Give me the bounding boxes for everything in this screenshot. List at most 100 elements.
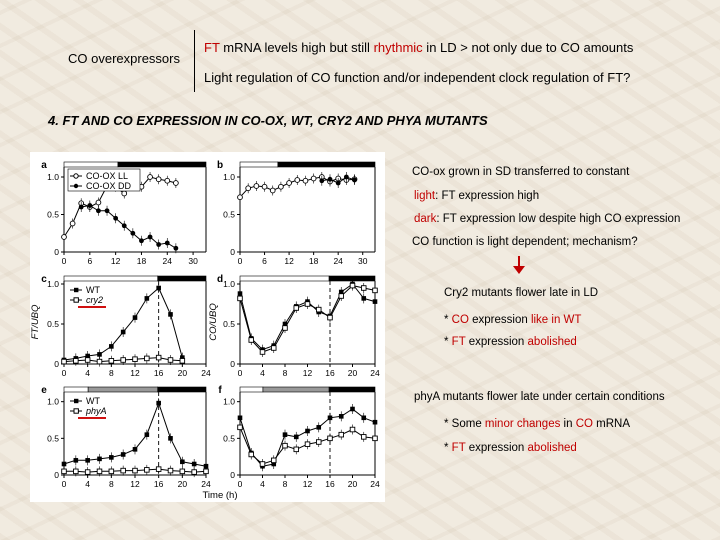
cry2-note-2: * CO expression like in WT bbox=[444, 314, 581, 326]
data-point bbox=[168, 436, 173, 441]
x-tick-label: 0 bbox=[238, 256, 243, 266]
data-point bbox=[121, 223, 127, 229]
cry2-note-2-b: expression bbox=[468, 314, 531, 326]
photoperiod-bar-segment bbox=[157, 386, 207, 393]
series-line bbox=[239, 408, 376, 467]
x-tick-label: 4 bbox=[260, 479, 265, 489]
legend-label: phyA bbox=[85, 406, 107, 416]
legend-label: cry2 bbox=[86, 295, 103, 305]
cry2-note-2-a: * bbox=[444, 314, 452, 326]
data-point bbox=[237, 415, 243, 421]
x-tick-label: 16 bbox=[325, 368, 335, 378]
panel-letter: f bbox=[218, 385, 222, 396]
data-point bbox=[338, 431, 345, 438]
data-point bbox=[109, 344, 114, 349]
cry2-note-1: Cry2 mutants flower late in LD bbox=[444, 287, 599, 299]
data-point bbox=[191, 461, 197, 467]
section-heading: 4. FT AND CO EXPRESSION IN CO-OX, WT, CR… bbox=[48, 113, 488, 128]
series-line bbox=[239, 283, 376, 351]
series-line bbox=[81, 204, 177, 249]
y-tick-label: 0.5 bbox=[47, 319, 59, 329]
header-ft-term: FT bbox=[204, 40, 220, 55]
x-tick-label: 0 bbox=[62, 256, 67, 266]
coox-light-term: light bbox=[414, 190, 436, 202]
data-point bbox=[167, 467, 174, 474]
data-point bbox=[61, 468, 67, 475]
data-point bbox=[167, 357, 174, 363]
photoperiod-bar-segment bbox=[277, 161, 376, 168]
x-tick-label: 0 bbox=[62, 479, 67, 489]
data-point bbox=[372, 299, 378, 304]
data-point bbox=[173, 180, 179, 186]
data-point bbox=[286, 180, 292, 186]
data-point bbox=[155, 354, 162, 361]
x-tick-label: 12 bbox=[130, 368, 140, 378]
x-tick-label: 20 bbox=[178, 368, 188, 378]
data-point bbox=[147, 174, 153, 180]
data-point bbox=[130, 230, 136, 236]
data-point bbox=[237, 194, 243, 201]
data-point bbox=[144, 467, 150, 473]
y-tick-label: 1.0 bbox=[223, 397, 235, 407]
data-point bbox=[139, 238, 144, 244]
header-text-b: in LD > not only due to CO amounts bbox=[422, 40, 634, 55]
panel-letter: b bbox=[217, 160, 223, 171]
x-tick-label: 8 bbox=[283, 368, 288, 378]
x-tick-label: 6 bbox=[87, 256, 92, 266]
photoperiod-bar-segment bbox=[117, 161, 207, 168]
x-tick-label: 8 bbox=[283, 479, 288, 489]
coox-dark-term: dark bbox=[414, 213, 437, 225]
data-point bbox=[104, 208, 110, 214]
coox-note-2-text: : FT expression high bbox=[435, 190, 540, 202]
data-point bbox=[132, 467, 138, 474]
photoperiod-bar-segment bbox=[262, 386, 330, 393]
data-point bbox=[349, 426, 356, 433]
data-point bbox=[261, 183, 268, 190]
coox-note-2: light: FT expression high bbox=[414, 190, 539, 202]
x-tick-label: 24 bbox=[163, 256, 173, 266]
data-point bbox=[120, 329, 126, 335]
y-tick-label: 0.5 bbox=[223, 210, 235, 220]
data-point bbox=[293, 305, 300, 311]
legend-label: CO-OX DD bbox=[86, 181, 132, 191]
photoperiod-bar-segment bbox=[63, 386, 89, 393]
phya-minor-changes-term: minor changes bbox=[484, 418, 561, 430]
photoperiod-bar-segment bbox=[63, 161, 119, 168]
data-point bbox=[179, 468, 186, 475]
y-tick-label: 0 bbox=[230, 359, 235, 369]
y-tick-label: 1.0 bbox=[223, 172, 235, 182]
data-point bbox=[361, 285, 367, 291]
data-point bbox=[97, 352, 102, 357]
data-point bbox=[61, 358, 67, 365]
phya-note-2-b: in bbox=[560, 418, 576, 430]
x-tick-label: 18 bbox=[137, 256, 147, 266]
data-point bbox=[248, 337, 254, 343]
co-overexpressors-label: CO overexpressors bbox=[68, 51, 180, 66]
data-point bbox=[120, 357, 126, 363]
x-tick-label: 30 bbox=[188, 256, 198, 266]
y-tick-label: 0.5 bbox=[47, 433, 59, 443]
data-point bbox=[372, 435, 378, 442]
data-point bbox=[96, 208, 101, 214]
y-tick-label: 0 bbox=[230, 247, 235, 257]
data-point bbox=[270, 345, 277, 351]
photoperiod-bar-segment bbox=[239, 275, 330, 282]
legend-marker bbox=[74, 398, 79, 404]
legend-label: WT bbox=[86, 396, 100, 406]
series-line bbox=[63, 287, 183, 361]
data-point bbox=[293, 446, 300, 453]
data-point bbox=[282, 432, 288, 437]
photoperiod-bar-segment bbox=[328, 275, 376, 282]
photoperiod-bar-segment bbox=[63, 275, 159, 282]
data-point bbox=[248, 451, 254, 458]
data-point bbox=[253, 183, 260, 189]
y-tick-label: 1.0 bbox=[223, 279, 235, 289]
data-point bbox=[144, 432, 150, 437]
x-tick-label: 24 bbox=[333, 256, 343, 266]
data-point bbox=[304, 441, 311, 447]
x-tick-label: 16 bbox=[154, 479, 164, 489]
data-point bbox=[203, 468, 209, 475]
x-tick-label: 20 bbox=[348, 479, 358, 489]
arrow-shaft bbox=[518, 256, 520, 268]
cry2-note-3-a: * bbox=[444, 336, 452, 348]
